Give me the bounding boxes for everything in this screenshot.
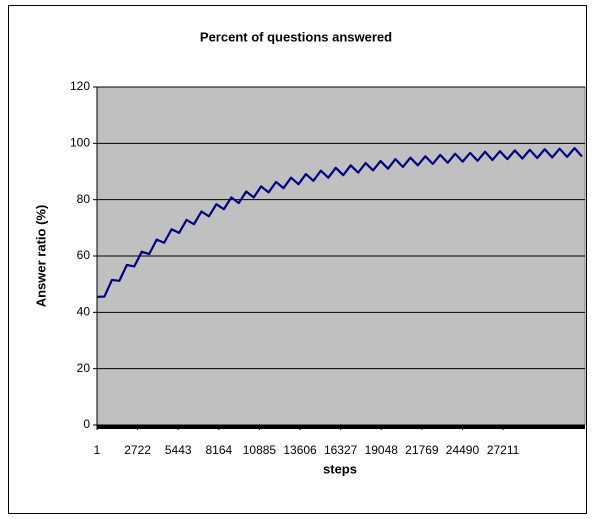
x-tick-label: 2722 [124,443,151,457]
y-tick-label: 120 [70,79,90,93]
x-tick-label: 13606 [283,443,317,457]
x-tick-label: 5443 [165,443,192,457]
chart-title: Percent of questions answered [200,29,392,44]
x-tick-label: 8164 [205,443,232,457]
x-axis-label: steps [323,461,357,476]
x-tick-label: 24490 [446,443,480,457]
y-tick-label: 60 [77,248,91,262]
x-tick-label: 27211 [487,443,520,457]
x-tick-label: 10885 [243,443,277,457]
y-tick-label: 20 [77,361,91,375]
y-axis-label: Answer ratio (%) [33,205,48,308]
y-tick-label: 40 [77,305,91,319]
x-tick-label: 21769 [405,443,439,457]
x-tick-label: 19048 [365,443,399,457]
x-tick-label: 1 [94,443,101,457]
x-tick-label: 16327 [324,443,358,457]
y-tick-label: 0 [83,417,90,431]
y-tick-label: 100 [70,136,90,150]
data-line [96,147,583,298]
y-tick-label: 80 [77,192,91,206]
